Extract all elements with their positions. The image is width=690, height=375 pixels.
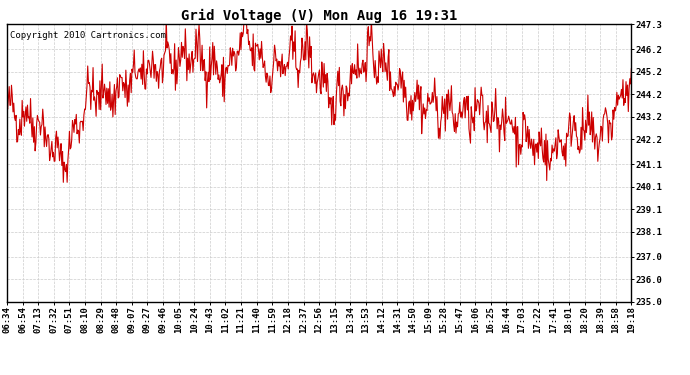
Text: Copyright 2010 Cartronics.com: Copyright 2010 Cartronics.com bbox=[10, 32, 166, 40]
Title: Grid Voltage (V) Mon Aug 16 19:31: Grid Voltage (V) Mon Aug 16 19:31 bbox=[181, 9, 457, 23]
